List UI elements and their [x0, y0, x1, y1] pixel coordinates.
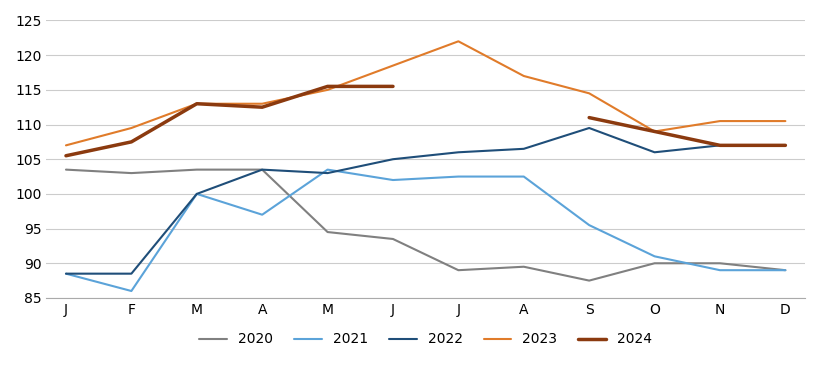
2022 [126, 271, 136, 276]
2022 [518, 147, 528, 151]
2024 [387, 84, 397, 89]
2020 [518, 264, 528, 269]
2020 [649, 261, 658, 266]
2023 [714, 119, 724, 123]
2020 [322, 230, 332, 234]
2020 [257, 167, 267, 172]
2023 [780, 119, 790, 123]
Line: 2021: 2021 [66, 170, 785, 291]
2023 [192, 102, 201, 106]
2022 [584, 126, 594, 131]
2023 [584, 91, 594, 96]
2024 [322, 84, 332, 89]
2021 [584, 223, 594, 227]
2021 [61, 271, 70, 276]
2020 [61, 167, 70, 172]
Line: 2020: 2020 [66, 170, 785, 281]
2021 [257, 212, 267, 217]
2024 [126, 140, 136, 144]
2023 [126, 126, 136, 131]
2022 [714, 143, 724, 148]
2022 [780, 143, 790, 148]
2022 [453, 150, 463, 154]
2021 [453, 174, 463, 179]
2020 [584, 278, 594, 283]
2021 [649, 254, 658, 259]
2022 [387, 157, 397, 162]
2024 [257, 105, 267, 109]
2022 [649, 150, 658, 154]
2021 [126, 289, 136, 293]
2023 [61, 143, 70, 148]
2020 [453, 268, 463, 272]
2022 [257, 167, 267, 172]
2024 [192, 102, 201, 106]
2023 [257, 102, 267, 106]
2022 [322, 171, 332, 176]
2020 [780, 268, 790, 272]
Line: 2022: 2022 [66, 128, 785, 274]
2020 [192, 167, 201, 172]
2020 [126, 171, 136, 176]
Legend: 2020, 2021, 2022, 2023, 2024: 2020, 2021, 2022, 2023, 2024 [193, 327, 657, 352]
2021 [387, 178, 397, 182]
2023 [453, 39, 463, 44]
Line: 2024: 2024 [66, 86, 392, 156]
2021 [322, 167, 332, 172]
2021 [518, 174, 528, 179]
Line: 2023: 2023 [66, 41, 785, 145]
2022 [192, 192, 201, 196]
2023 [518, 74, 528, 78]
2022 [61, 271, 70, 276]
2021 [780, 268, 790, 272]
2020 [714, 261, 724, 266]
2020 [387, 237, 397, 241]
2024 [61, 153, 70, 158]
2021 [192, 192, 201, 196]
2023 [387, 63, 397, 68]
2023 [322, 87, 332, 92]
2023 [649, 129, 658, 134]
2021 [714, 268, 724, 272]
